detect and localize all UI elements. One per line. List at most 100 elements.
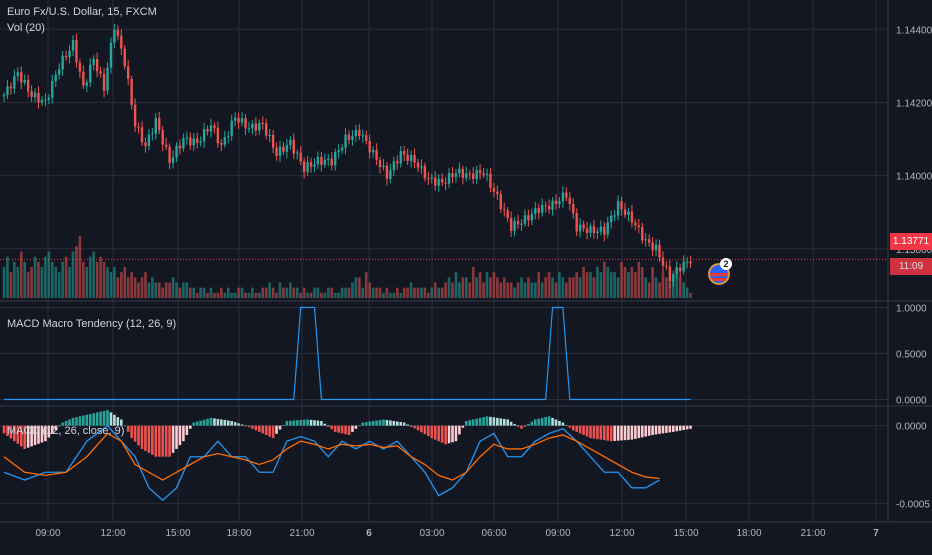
candle-body	[685, 261, 689, 263]
volume-bar	[16, 267, 20, 298]
volume-bar	[133, 277, 137, 298]
volume-bar	[582, 267, 585, 298]
macd-histogram-bar	[258, 425, 261, 432]
volume-bar	[175, 282, 178, 298]
candle-body	[268, 134, 271, 136]
volume-pane	[2, 236, 692, 298]
candle-body	[506, 210, 509, 219]
candle-body	[71, 39, 75, 51]
candle-body	[258, 122, 261, 131]
macd-histogram-bar	[378, 419, 382, 426]
candle-body	[537, 208, 540, 213]
macd-histogram-bar	[161, 425, 164, 457]
macd-histogram-bar	[226, 420, 230, 426]
macd-histogram-bar	[675, 425, 679, 432]
macd-histogram-bar	[75, 417, 78, 426]
macd-histogram-bar	[26, 425, 30, 448]
volume-bar	[120, 272, 123, 298]
macd-histogram-bar	[19, 425, 23, 447]
volume-bar	[558, 272, 561, 298]
candle-body	[596, 231, 599, 233]
volume-bar	[489, 277, 492, 298]
candle-body	[396, 161, 399, 164]
candle-body	[285, 144, 289, 152]
macd-legend[interactable]: MACD (12, 26, close, 9)	[7, 425, 125, 437]
macd-histogram-bar	[316, 420, 320, 426]
volume-bar	[575, 272, 578, 298]
candle-body	[561, 192, 565, 202]
candle-body	[309, 162, 313, 167]
x-tick-label: 03:00	[419, 528, 444, 539]
macd-histogram-bar	[71, 417, 75, 426]
candle-body	[603, 226, 606, 235]
candle-body	[385, 165, 389, 179]
volume-bar	[416, 287, 420, 298]
volume-bar	[206, 292, 209, 298]
macd-histogram-bar	[6, 425, 9, 437]
macd-histogram-bar	[454, 425, 458, 442]
candle-body	[220, 143, 223, 145]
macd-histogram-bar	[520, 425, 523, 429]
candle-body	[154, 118, 157, 134]
macd-histogram-bar	[92, 413, 95, 426]
volume-bar	[151, 277, 154, 298]
volume-bar	[392, 292, 396, 298]
macd-histogram-bar	[157, 425, 161, 457]
symbol-legend[interactable]: Euro Fx/U.S. Dollar, 15, FXCM	[7, 6, 157, 18]
macd-histogram-bar	[603, 425, 606, 441]
macd-histogram-bar	[57, 425, 61, 427]
macd-histogram-bar	[358, 425, 361, 427]
candle-body	[565, 192, 568, 198]
candle-body	[347, 134, 351, 140]
candle-body	[240, 118, 244, 123]
tendency-legend[interactable]: MACD Macro Tendency (12, 26, 9)	[7, 318, 177, 330]
macd-histogram-bar	[485, 416, 489, 426]
macd-histogram-bar	[364, 422, 368, 426]
volume-bar	[554, 282, 558, 298]
x-tick-label: 15:00	[673, 528, 698, 539]
macd-histogram-bar	[9, 425, 13, 439]
volume-bar	[399, 292, 403, 298]
macd-histogram-bar	[99, 411, 102, 426]
macd-histogram-bar	[137, 425, 140, 446]
macd-histogram-bar	[47, 425, 51, 438]
volume-bar	[13, 261, 16, 298]
macd-histogram-bar	[575, 425, 578, 432]
candle-body	[361, 135, 364, 137]
volume-bar	[640, 267, 644, 298]
macd-histogram-bar	[527, 424, 530, 426]
candle-body	[375, 149, 378, 161]
macd-histogram-bar	[147, 425, 151, 453]
macd-histogram-bar	[78, 416, 82, 426]
macd-histogram-bar	[371, 420, 375, 426]
candle-body	[296, 152, 299, 154]
macd-histogram-bar	[385, 419, 389, 426]
volume-bar	[592, 277, 596, 298]
y-tick-label: 1.14000	[896, 172, 932, 183]
volume-bar	[385, 287, 389, 298]
macd-histogram-bar	[471, 419, 475, 426]
volume-bar	[54, 267, 58, 298]
volume-bar	[623, 267, 627, 298]
macd-histogram-bar	[561, 422, 565, 426]
macd-histogram-bar	[661, 425, 665, 434]
candle-body	[68, 50, 71, 58]
volume-bar	[627, 272, 630, 298]
macd-histogram-bar	[651, 425, 654, 435]
macd-histogram-bar	[509, 421, 513, 426]
macd-histogram-bar	[392, 420, 396, 426]
volume-legend[interactable]: Vol (20)	[7, 22, 45, 34]
candle-body	[20, 72, 23, 83]
macd-histogram-bar	[427, 425, 430, 437]
macd-histogram-bar	[534, 419, 537, 426]
macd-histogram-bar	[644, 425, 647, 437]
macd-histogram-bar	[347, 425, 351, 435]
macd-histogram-bar	[616, 425, 620, 441]
candle-body	[365, 135, 368, 141]
macd-histogram-bar	[678, 425, 682, 431]
macd-histogram-bar	[547, 416, 551, 426]
volume-bar	[99, 256, 102, 298]
volume-bar	[282, 287, 285, 298]
